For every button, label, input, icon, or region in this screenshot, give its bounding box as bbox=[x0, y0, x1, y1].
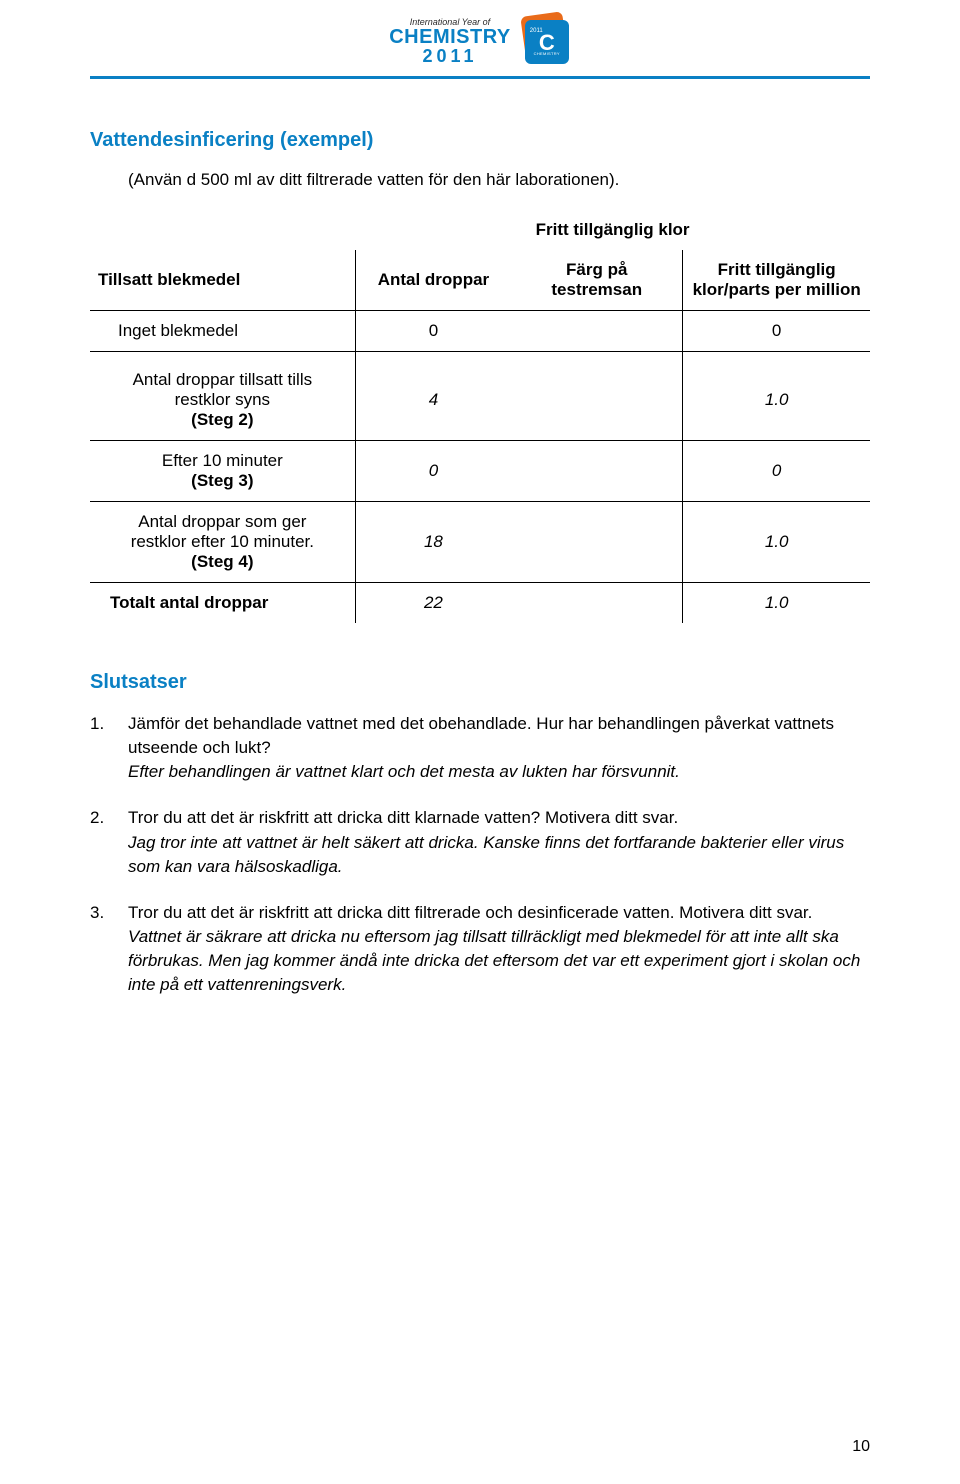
r4-c4: 1.0 bbox=[683, 502, 870, 583]
conclusion-answer: Vattnet är säkrare att dricka nu efterso… bbox=[128, 927, 860, 994]
table-row: Inget blekmedel 0 0 bbox=[90, 311, 870, 352]
r3-c3 bbox=[511, 441, 683, 502]
table-row: Totalt antal droppar 22 1.0 bbox=[90, 583, 870, 624]
r1-c4: 0 bbox=[683, 311, 870, 352]
data-table: Fritt tillgänglig klor Tillsatt blekmede… bbox=[90, 210, 870, 623]
r3-c4: 0 bbox=[683, 441, 870, 502]
header-strip: International Year of CHEMISTRY 2011 201… bbox=[90, 14, 870, 79]
conclusion-answer: Jag tror inte att vattnet är helt säkert… bbox=[128, 833, 844, 876]
table-row: Antal droppar som ger restklor efter 10 … bbox=[90, 502, 870, 583]
logo-tile-front: 2011 C CHEMISTRY bbox=[525, 20, 569, 64]
r4-label-l1: Antal droppar som ger bbox=[138, 512, 306, 531]
logo-line-3: 2011 bbox=[422, 47, 477, 65]
r2-label-l1: Antal droppar tillsatt tills bbox=[133, 370, 313, 389]
logo-line-2: CHEMISTRY bbox=[389, 27, 511, 47]
r5-label: Totalt antal droppar bbox=[90, 583, 355, 624]
head-klor-ppm: Fritt tillgänglig klor/parts per million bbox=[683, 250, 870, 311]
tile-sub: CHEMISTRY bbox=[534, 51, 560, 56]
conclusion-question: Tror du att det är riskfritt att dricka … bbox=[128, 903, 812, 922]
r2-c3 bbox=[511, 352, 683, 441]
r2-label: Antal droppar tillsatt tills restklor sy… bbox=[90, 352, 355, 441]
conclusion-question: Jämför det behandlade vattnet med det ob… bbox=[128, 714, 834, 757]
r4-c2: 18 bbox=[355, 502, 511, 583]
r4-c3 bbox=[511, 502, 683, 583]
r4-label: Antal droppar som ger restklor efter 10 … bbox=[90, 502, 355, 583]
page: International Year of CHEMISTRY 2011 201… bbox=[0, 0, 960, 1059]
conclusion-question: Tror du att det är riskfritt att dricka … bbox=[128, 808, 678, 827]
r1-c2: 0 bbox=[355, 311, 511, 352]
logo-iyc-text: International Year of CHEMISTRY 2011 bbox=[389, 18, 511, 65]
conclusions-list: Jämför det behandlade vattnet med det ob… bbox=[90, 712, 870, 997]
r2-c2: 4 bbox=[355, 352, 511, 441]
page-title: Vattendesinficering (exempel) bbox=[90, 129, 870, 152]
tile-c: C bbox=[539, 34, 555, 52]
table-spanner: Fritt tillgänglig klor bbox=[355, 210, 870, 250]
r1-c3 bbox=[511, 311, 683, 352]
conclusions-heading: Slutsatser bbox=[90, 671, 870, 694]
r5-c2: 22 bbox=[355, 583, 511, 624]
logo-tile-icon: 2011 C CHEMISTRY bbox=[517, 14, 571, 68]
r2-label-l2: restklor syns bbox=[175, 390, 270, 409]
conclusion-item: Tror du att det är riskfritt att dricka … bbox=[90, 806, 870, 878]
r3-label-l1: Efter 10 minuter bbox=[162, 451, 283, 470]
table-row: Antal droppar tillsatt tills restklor sy… bbox=[90, 352, 870, 441]
r4-label-l2: restklor efter 10 minuter. bbox=[131, 532, 314, 551]
r3-label-l2: (Steg 3) bbox=[191, 471, 253, 490]
table-row: Efter 10 minuter (Steg 3) 0 0 bbox=[90, 441, 870, 502]
r5-c4: 1.0 bbox=[683, 583, 870, 624]
conclusion-answer: Efter behandlingen är vattnet klart och … bbox=[128, 762, 680, 781]
conclusion-item: Jämför det behandlade vattnet med det ob… bbox=[90, 712, 870, 784]
r2-label-l3: (Steg 2) bbox=[191, 410, 253, 429]
r1-label: Inget blekmedel bbox=[90, 311, 355, 352]
r3-c2: 0 bbox=[355, 441, 511, 502]
head-farg: Färg på testremsan bbox=[511, 250, 683, 311]
head-antal-droppar: Antal droppar bbox=[355, 250, 511, 311]
r3-label: Efter 10 minuter (Steg 3) bbox=[90, 441, 355, 502]
head-rowlabel: Tillsatt blekmedel bbox=[90, 250, 355, 311]
r2-c4: 1.0 bbox=[683, 352, 870, 441]
page-number: 10 bbox=[852, 1438, 870, 1456]
instruction-text: (Använ d 500 ml av ditt filtrerade vatte… bbox=[128, 170, 870, 190]
r5-c3 bbox=[511, 583, 683, 624]
r4-label-l3: (Steg 4) bbox=[191, 552, 253, 571]
conclusion-item: Tror du att det är riskfritt att dricka … bbox=[90, 901, 870, 998]
